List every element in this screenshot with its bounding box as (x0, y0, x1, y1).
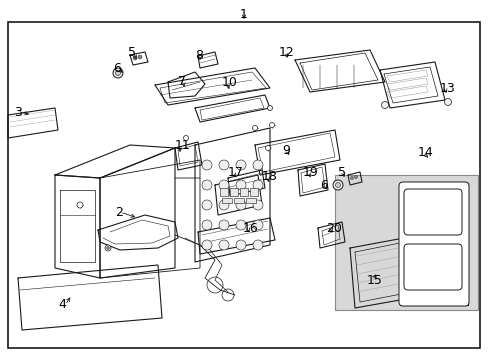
Circle shape (77, 202, 83, 208)
Circle shape (252, 240, 263, 250)
Circle shape (236, 180, 245, 190)
Bar (249, 188, 258, 196)
Text: 10: 10 (222, 76, 237, 89)
Text: 18: 18 (262, 170, 277, 183)
Bar (240, 188, 247, 196)
Circle shape (113, 68, 123, 78)
Circle shape (115, 71, 120, 76)
Text: 6: 6 (113, 62, 121, 75)
FancyBboxPatch shape (403, 244, 461, 290)
Circle shape (236, 160, 245, 170)
Bar (222, 198, 231, 203)
Circle shape (252, 160, 263, 170)
Circle shape (252, 200, 263, 210)
Circle shape (219, 200, 228, 210)
Text: 16: 16 (243, 221, 258, 234)
Text: 9: 9 (282, 144, 289, 157)
Circle shape (252, 220, 263, 230)
Bar (234, 198, 244, 203)
Circle shape (202, 160, 212, 170)
Text: 13: 13 (439, 81, 455, 95)
Circle shape (219, 180, 228, 190)
Circle shape (219, 240, 228, 250)
Circle shape (332, 180, 342, 190)
Bar (229, 188, 238, 196)
Circle shape (236, 240, 245, 250)
Circle shape (381, 102, 387, 108)
FancyBboxPatch shape (403, 189, 461, 235)
Circle shape (335, 183, 340, 188)
Circle shape (138, 55, 142, 59)
Text: 15: 15 (366, 274, 382, 287)
Circle shape (202, 180, 212, 190)
Circle shape (350, 176, 353, 180)
Circle shape (354, 176, 357, 179)
Circle shape (202, 220, 212, 230)
Circle shape (236, 220, 245, 230)
Text: 19: 19 (303, 166, 318, 179)
Circle shape (252, 126, 257, 131)
Text: 12: 12 (279, 45, 294, 59)
Text: 7: 7 (178, 75, 185, 87)
Circle shape (219, 220, 228, 230)
Circle shape (202, 200, 212, 210)
Text: 11: 11 (175, 139, 190, 152)
Bar (220, 188, 227, 196)
Bar (334, 175, 477, 310)
Text: 5: 5 (337, 166, 346, 179)
Circle shape (219, 160, 228, 170)
Circle shape (202, 240, 212, 250)
Bar (245, 198, 256, 203)
Circle shape (265, 145, 270, 150)
Circle shape (183, 135, 188, 140)
Text: 4: 4 (58, 298, 66, 311)
Text: 5: 5 (128, 45, 136, 59)
Text: 2: 2 (115, 206, 122, 219)
Text: 14: 14 (417, 145, 433, 158)
Circle shape (133, 56, 137, 60)
Text: 3: 3 (14, 105, 22, 118)
Circle shape (252, 180, 263, 190)
Text: 6: 6 (319, 179, 327, 192)
Circle shape (105, 245, 111, 251)
Circle shape (269, 122, 274, 127)
Circle shape (444, 99, 450, 105)
Circle shape (236, 200, 245, 210)
Circle shape (106, 247, 109, 249)
Text: 1: 1 (240, 8, 247, 21)
FancyBboxPatch shape (398, 182, 468, 306)
Text: 17: 17 (227, 166, 244, 179)
Circle shape (267, 105, 272, 111)
Text: 8: 8 (195, 49, 203, 62)
Text: 20: 20 (325, 221, 341, 234)
